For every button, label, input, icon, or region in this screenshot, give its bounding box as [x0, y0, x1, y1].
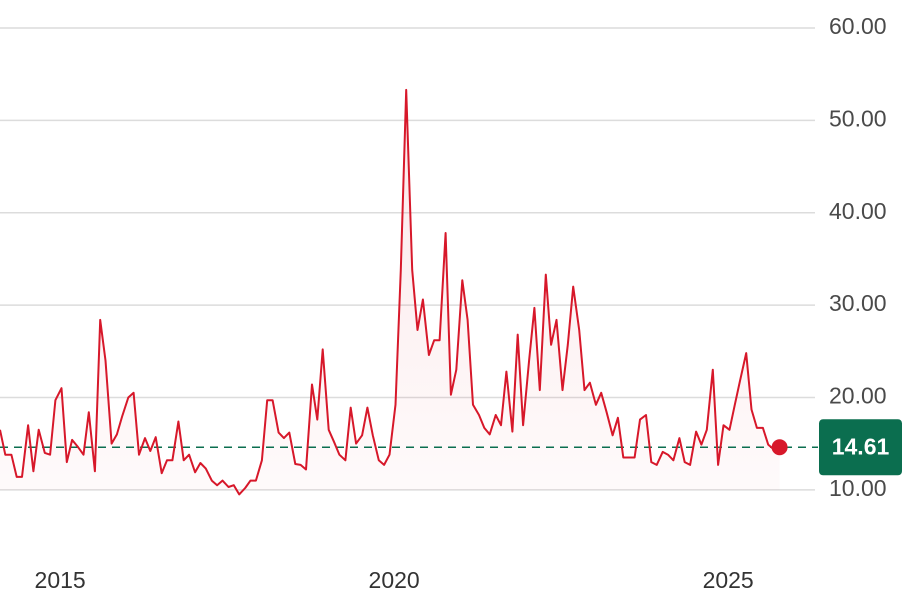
y-tick-label: 60.00 [829, 13, 887, 39]
x-tick-label: 2020 [369, 567, 420, 593]
last-point [771, 439, 788, 456]
y-tick-label: 30.00 [829, 290, 887, 316]
last-value-box [819, 419, 902, 476]
y-tick-label: 20.00 [829, 383, 887, 409]
x-tick-label: 2025 [703, 567, 754, 593]
area-fill [0, 89, 780, 495]
price-line [0, 88, 780, 496]
last-value-label: 14.61 [832, 433, 890, 459]
y-tick-label: 50.00 [829, 105, 887, 131]
x-tick-label: 2015 [35, 567, 86, 593]
y-tick-label: 10.00 [829, 475, 887, 501]
y-tick-label: 40.00 [829, 198, 887, 224]
